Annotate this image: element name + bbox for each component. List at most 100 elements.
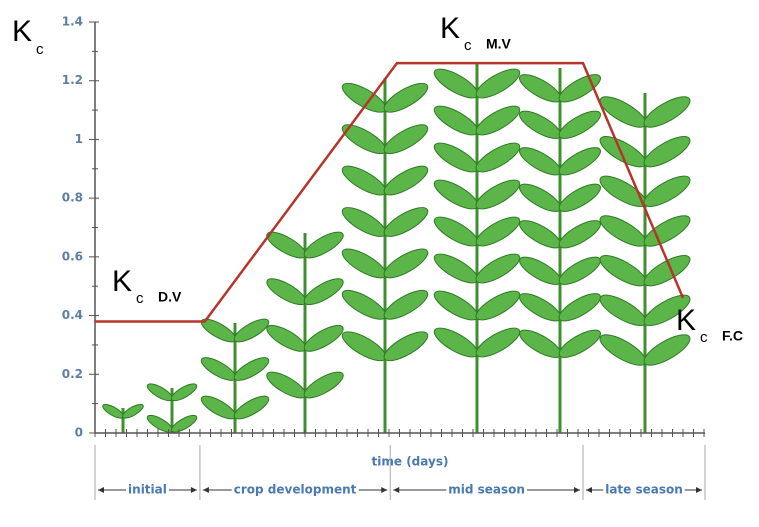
- plant-leaf: [200, 395, 237, 420]
- y-tick-label: 0: [75, 426, 83, 440]
- annotation-k: K: [440, 12, 460, 45]
- plant-leaf: [170, 414, 198, 433]
- plant-leaf: [233, 318, 270, 343]
- plant-leaf: [341, 124, 387, 155]
- annotation-sub: c: [136, 290, 144, 307]
- plant-leaf: [303, 231, 344, 259]
- plant-leaf: [643, 96, 691, 128]
- plant-leaf: [475, 142, 521, 173]
- annotation-k: K: [676, 304, 696, 337]
- plant-leaf: [433, 253, 479, 284]
- plant-leaf: [433, 142, 479, 173]
- plant-leaf: [519, 74, 562, 103]
- plant-leaf: [383, 331, 429, 362]
- plant-leaf: [599, 175, 647, 207]
- plant-leaf: [558, 110, 601, 139]
- y-label-sub: c: [36, 41, 44, 58]
- plant-leaf: [341, 331, 387, 362]
- y-tick-label: 0.2: [62, 367, 83, 381]
- plant-leaf: [599, 255, 647, 287]
- plant-leaf: [233, 395, 270, 420]
- plant-leaf: [475, 68, 521, 99]
- stage-label-bg: [126, 482, 169, 497]
- plant-leaf: [233, 357, 270, 381]
- plant-leaf: [170, 383, 198, 402]
- plant-leaf: [558, 329, 601, 358]
- plant-leaf: [519, 183, 562, 212]
- plant-leaf: [599, 334, 647, 366]
- annotation-k: K: [112, 265, 132, 298]
- plant-leaf: [558, 74, 601, 103]
- y-tick-label: 1.2: [62, 73, 83, 87]
- plant-leaf: [475, 290, 521, 321]
- stage-label: late season: [605, 483, 683, 497]
- stage-label: crop development: [234, 483, 357, 497]
- plant-leaf: [383, 207, 429, 237]
- plant-leaf: [475, 216, 521, 247]
- kc-line: [95, 61, 685, 323]
- plant-leaf: [475, 253, 521, 284]
- plant-illustrations: [102, 63, 691, 433]
- plant-leaf: [200, 318, 237, 343]
- x-label: time (days): [372, 455, 449, 469]
- annotation-tag: F.C: [722, 328, 743, 344]
- plant-leaf: [341, 207, 387, 237]
- plant-leaf: [433, 105, 479, 136]
- y-label: K: [12, 15, 32, 48]
- plant-leaf: [558, 256, 601, 285]
- plant-leaf: [266, 278, 307, 306]
- stage-label: mid season: [448, 483, 525, 497]
- plant-leaf: [341, 289, 387, 320]
- plant-leaf: [519, 110, 562, 139]
- plant-leaf: [519, 293, 562, 322]
- annotation-sub: c: [700, 329, 708, 346]
- plant-leaf: [643, 294, 691, 326]
- plant-leaf: [266, 324, 307, 352]
- plant-leaf: [383, 82, 429, 113]
- annotation-tag: M.V: [486, 36, 512, 52]
- annotation-tag: D.V: [158, 289, 182, 305]
- plant-leaf: [558, 147, 601, 176]
- plant-leaf: [122, 403, 144, 419]
- plant-leaf: [519, 329, 562, 358]
- plant-leaf: [433, 179, 479, 210]
- plant-leaf: [475, 327, 521, 358]
- plant-leaf: [475, 179, 521, 210]
- plant-leaf: [433, 290, 479, 321]
- plant-leaf: [146, 414, 174, 433]
- plant-leaf: [146, 383, 174, 402]
- y-tick-label: 0.8: [62, 191, 83, 205]
- stage-label-bg: [603, 482, 685, 497]
- y-tick-label: 1: [75, 132, 83, 146]
- stage-label: initial: [128, 483, 167, 497]
- y-tick-label: 1.4: [62, 15, 83, 29]
- plant-leaf: [643, 175, 691, 207]
- stage-label-bg: [446, 482, 527, 497]
- stage-label-bg: [231, 482, 359, 497]
- plant-leaf: [519, 256, 562, 285]
- plant-leaf: [303, 278, 344, 306]
- plant-leaf: [383, 124, 429, 155]
- plant-leaf: [519, 220, 562, 249]
- plant-leaf: [341, 165, 387, 196]
- annotation-sub: c: [464, 37, 472, 54]
- plant-leaf: [303, 324, 344, 352]
- plant-leaf: [643, 255, 691, 287]
- plant-leaf: [475, 105, 521, 136]
- plant-leaf: [433, 327, 479, 358]
- plant-leaf: [341, 248, 387, 279]
- plant-leaf: [433, 68, 479, 99]
- plant-leaf: [558, 293, 601, 322]
- plant-leaf: [519, 147, 562, 176]
- plant-leaf: [200, 357, 237, 381]
- plant-leaf: [383, 289, 429, 320]
- plant-leaf: [599, 294, 647, 326]
- plant-leaf: [599, 136, 647, 168]
- plant-leaf: [433, 216, 479, 247]
- y-tick-label: 0.6: [62, 249, 83, 263]
- plant-leaf: [599, 215, 647, 247]
- plant-leaf: [558, 183, 601, 212]
- plant-leaf: [303, 371, 344, 399]
